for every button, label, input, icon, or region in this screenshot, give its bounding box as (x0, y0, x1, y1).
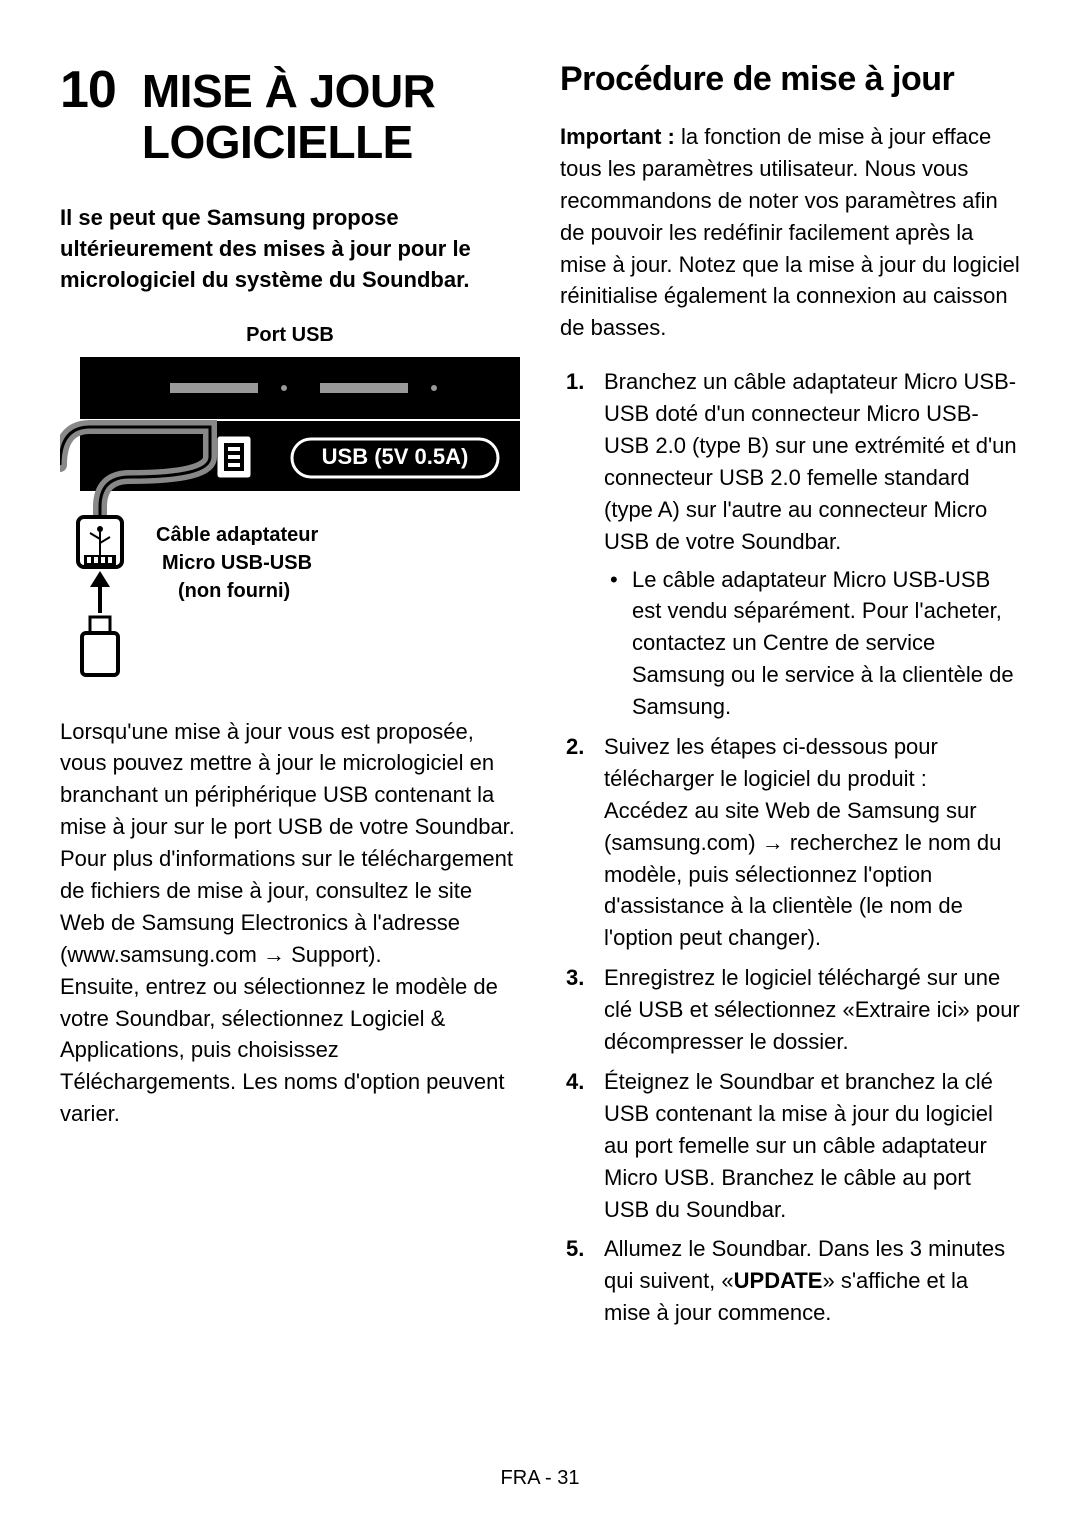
arrow-icon: → (263, 942, 285, 967)
chapter-heading: MISE À JOUR LOGICIELLE (142, 66, 520, 167)
cable-label-2: Micro USB-USB (162, 552, 312, 574)
left-column: 10 MISE À JOUR LOGICIELLE Il se peut que… (60, 60, 520, 1337)
cable-label-1: Câble adaptateur (156, 524, 318, 546)
chapter-title: 10 MISE À JOUR LOGICIELLE (60, 60, 520, 167)
port-usb-label: Port USB (60, 324, 520, 347)
page-footer: FRA - 31 (0, 1467, 1080, 1490)
left-paragraph-1: Lorsqu'une mise à jour vous est proposée… (60, 716, 520, 844)
important-note: Important : la fonction de mise à jour e… (560, 121, 1020, 344)
step-2a: Suivez les étapes ci-dessous pour téléch… (604, 734, 938, 791)
usb-diagram: USB (5V 0.5A) Câble adaptateur (60, 357, 520, 677)
step-3: Enregistrez le logiciel téléchargé sur u… (560, 962, 1020, 1058)
left-paragraph-3: Ensuite, entrez ou sélectionnez le modèl… (60, 971, 520, 1130)
step-1: Branchez un câble adaptateur Micro USB-U… (560, 366, 1020, 723)
step-1-sub: Le câble adaptateur Micro USB-USB est ve… (604, 564, 1020, 723)
arrow-icon: → (762, 830, 784, 855)
steps-list: Branchez un câble adaptateur Micro USB-U… (560, 366, 1020, 1329)
important-text: la fonction de mise à jour efface tous l… (560, 124, 1020, 340)
step-1-text: Branchez un câble adaptateur Micro USB-U… (604, 369, 1017, 553)
step-5: Allumez le Soundbar. Dans les 3 minutes … (560, 1233, 1020, 1329)
update-bold: UPDATE (734, 1268, 823, 1293)
left-paragraph-2: Pour plus d'informations sur le téléchar… (60, 843, 520, 971)
step-2: Suivez les étapes ci-dessous pour téléch… (560, 731, 1020, 954)
p2-part-b: Support). (285, 942, 382, 967)
important-label: Important : (560, 124, 675, 149)
step-1-sublist: Le câble adaptateur Micro USB-USB est ve… (604, 564, 1020, 723)
usb-badge-text: USB (5V 0.5A) (322, 444, 469, 469)
chapter-number: 10 (60, 60, 116, 120)
cable-label-3: (non fourni) (178, 580, 290, 602)
intro-paragraph: Il se peut que Samsung propose ultérieur… (60, 203, 520, 295)
right-column: Procédure de mise à jour Important : la … (560, 60, 1020, 1337)
procedure-heading: Procédure de mise à jour (560, 60, 1020, 99)
step-4: Éteignez le Soundbar et branchez la clé … (560, 1066, 1020, 1225)
